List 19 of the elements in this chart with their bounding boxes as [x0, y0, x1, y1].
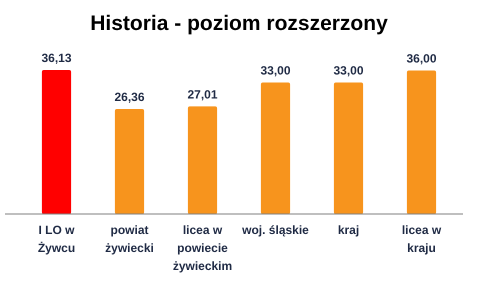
- x-tick-label: licea w powiecie żywieckim: [172, 223, 232, 273]
- x-tick-label: kraj: [338, 223, 360, 237]
- x-tick-label: powiat żywiecki: [105, 223, 154, 255]
- x-tick-label: I LO w Żywcu: [38, 223, 76, 255]
- bar: [42, 70, 72, 214]
- data-label: 26,36: [114, 90, 145, 104]
- x-tick-label: licea w kraju: [402, 223, 442, 255]
- data-label: 27,01: [187, 87, 218, 102]
- data-label: 36,00: [406, 52, 437, 66]
- bar: [114, 108, 144, 214]
- x-tick-label: woj. śląskie: [241, 223, 310, 237]
- bar: [260, 82, 290, 214]
- data-label: 33,00: [260, 63, 291, 78]
- data-label: 36,13: [41, 51, 72, 65]
- bar: [188, 106, 218, 214]
- data-label: 33,00: [333, 63, 364, 78]
- chart-title: Historia - poziom rozszerzony: [90, 12, 388, 35]
- bar: [334, 82, 364, 214]
- bar: [406, 70, 436, 214]
